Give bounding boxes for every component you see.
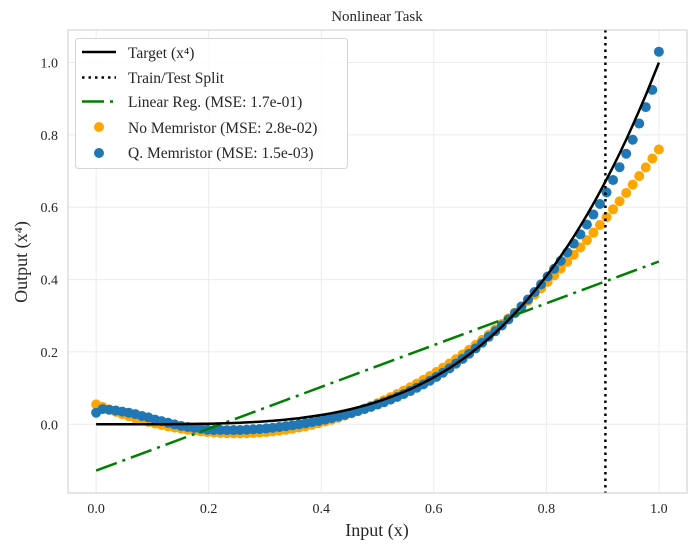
- x-tick-label: 0.2: [200, 502, 218, 517]
- y-tick-label: 0.0: [41, 418, 59, 433]
- y-axis-label: Output (x⁴): [11, 221, 32, 303]
- no-memristor-point: [594, 220, 605, 231]
- x-tick-label: 0.0: [87, 502, 105, 517]
- y-tick-label: 1.0: [41, 57, 59, 72]
- q-memristor-point: [627, 134, 638, 145]
- legend-label: Linear Reg. (MSE: 1.7e-01): [128, 94, 302, 111]
- no-memristor-point: [621, 187, 632, 198]
- legend-box: [75, 38, 348, 169]
- q-memristor-point: [581, 219, 592, 230]
- legend-blue-dot-icon: [94, 148, 104, 158]
- q-memristor-point: [601, 187, 612, 198]
- x-axis-ticks: 0.0 0.2 0.4 0.6 0.8 1.0: [87, 502, 667, 517]
- x-tick-label: 0.8: [538, 502, 556, 517]
- q-memristor-point: [621, 148, 632, 159]
- no-memristor-point: [614, 196, 625, 207]
- legend-item-split: Train/Test Split: [82, 70, 225, 87]
- legend-item-no-memristor: No Memristor (MSE: 2.8e-02): [94, 120, 317, 137]
- legend-label: Train/Test Split: [128, 70, 225, 87]
- no-memristor-point: [581, 235, 592, 246]
- legend: Target (x⁴) Train/Test Split Linear Reg.…: [75, 38, 348, 169]
- no-memristor-point: [640, 162, 651, 173]
- legend-orange-dot-icon: [94, 122, 104, 132]
- x-tick-label: 1.0: [650, 502, 668, 517]
- no-memristor-point: [634, 171, 645, 182]
- q-memristor-point: [614, 162, 625, 173]
- legend-label: Target (x⁴): [128, 45, 194, 62]
- legend-item-linear-reg: Linear Reg. (MSE: 1.7e-01): [82, 94, 302, 111]
- q-memristor-point: [588, 209, 599, 220]
- no-memristor-point: [588, 227, 599, 238]
- plot-area: [91, 30, 664, 493]
- legend-item-q-memristor: Q. Memristor (MSE: 1.5e-03): [94, 145, 314, 162]
- linear-regression-line: [95, 260, 660, 472]
- y-tick-label: 0.6: [41, 201, 59, 216]
- legend-item-target: Target (x⁴): [82, 45, 194, 62]
- no-memristor-point: [601, 212, 612, 223]
- q-memristor-point: [608, 175, 619, 186]
- q-memristor-point: [549, 263, 560, 274]
- q-memristor-point: [653, 46, 664, 57]
- no-memristor-point: [627, 179, 638, 190]
- legend-label: No Memristor (MSE: 2.8e-02): [128, 120, 317, 137]
- q-memristor-point: [634, 118, 645, 129]
- plot-frame: [67, 29, 688, 494]
- q-memristor-point: [640, 102, 651, 113]
- no-memristor-point: [653, 144, 664, 155]
- y-tick-label: 0.8: [41, 129, 59, 144]
- legend-label: Q. Memristor (MSE: 1.5e-03): [128, 145, 314, 162]
- y-tick-label: 0.4: [41, 274, 59, 289]
- y-axis-ticks: 0.0 0.2 0.4 0.6 0.8 1.0: [41, 57, 59, 434]
- y-tick-label: 0.2: [41, 346, 59, 361]
- q-memristor-point: [594, 199, 605, 210]
- chart-title: Nonlinear Task: [331, 9, 423, 25]
- no-memristor-point: [608, 204, 619, 215]
- no-memristor-point: [647, 153, 658, 164]
- x-tick-label: 0.6: [425, 502, 443, 517]
- x-axis-label: Input (x): [345, 520, 408, 541]
- x-tick-label: 0.4: [312, 502, 330, 517]
- target-line: [96, 62, 661, 426]
